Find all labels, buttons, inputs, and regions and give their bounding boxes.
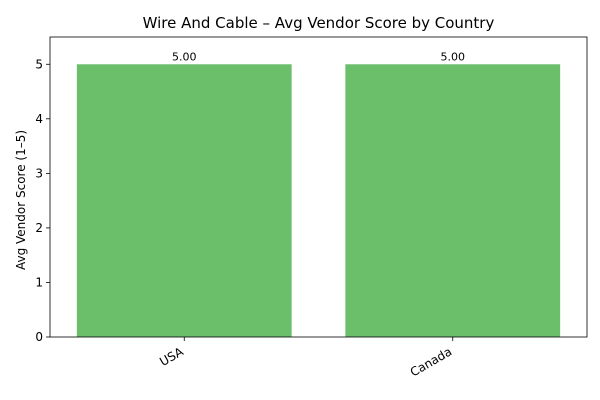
chart-title: Wire And Cable – Avg Vendor Score by Cou… <box>143 14 495 32</box>
y-tick-label: 0 <box>35 330 43 344</box>
bar <box>345 64 561 337</box>
y-tick-label: 3 <box>35 166 43 180</box>
y-axis-label: Avg Vendor Score (1–5) <box>14 130 28 270</box>
bar <box>76 64 292 337</box>
y-tick-label: 5 <box>35 57 43 71</box>
x-tick-label: Canada <box>408 344 455 379</box>
plot-area: 5.00 USA 5.00 Canada 0 1 2 3 4 5 <box>35 36 588 379</box>
y-tick-label: 2 <box>35 221 43 235</box>
y-tick-label: 1 <box>35 275 43 289</box>
y-tick-label: 4 <box>35 112 43 126</box>
data-label: 5.00 <box>441 50 466 63</box>
axes-frame <box>49 36 588 338</box>
x-tick-label: USA <box>157 344 186 369</box>
data-label: 5.00 <box>172 50 197 63</box>
